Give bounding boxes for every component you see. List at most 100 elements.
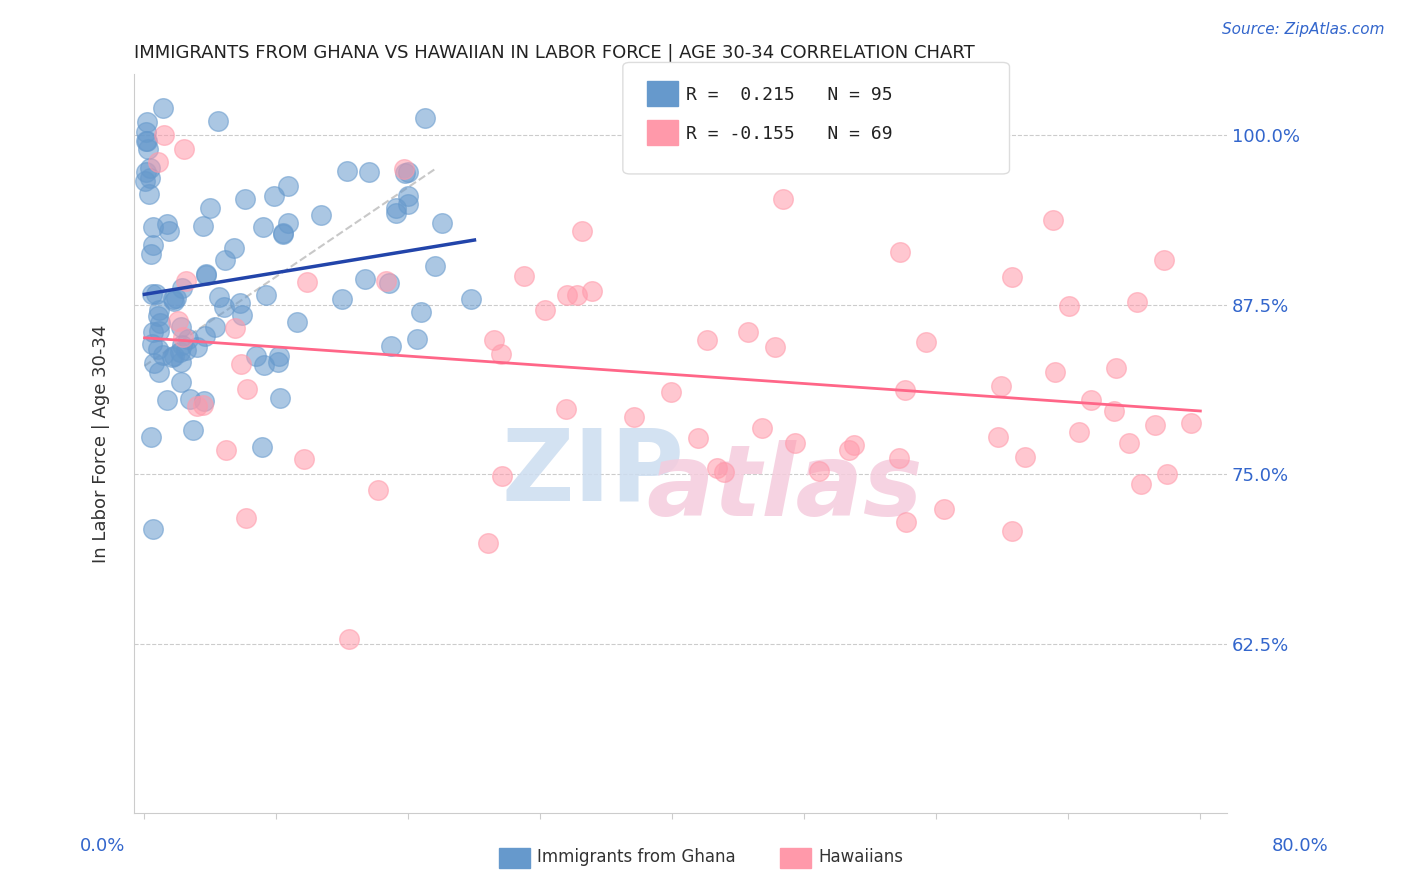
Text: atlas: atlas	[645, 440, 922, 537]
Point	[141, 237, 163, 252]
Point	[173, 142, 195, 156]
Point	[380, 339, 402, 353]
Point	[224, 321, 246, 335]
Point	[277, 179, 299, 194]
Point	[148, 342, 170, 356]
Point	[153, 128, 176, 143]
Point	[396, 165, 419, 179]
Point	[430, 216, 453, 230]
Y-axis label: In Labor Force | Age 30-34: In Labor Force | Age 30-34	[93, 325, 110, 563]
Point	[160, 351, 183, 365]
Point	[152, 348, 174, 362]
Point	[214, 252, 236, 267]
Point	[513, 268, 536, 283]
Point	[138, 187, 160, 202]
Point	[378, 276, 401, 290]
Point	[385, 201, 408, 215]
Point	[581, 284, 603, 298]
Text: 0.0%: 0.0%	[80, 837, 125, 855]
Point	[157, 224, 180, 238]
Text: R =  0.215   N = 95: R = 0.215 N = 95	[686, 86, 893, 103]
Point	[267, 355, 290, 369]
Point	[174, 343, 197, 357]
Point	[359, 165, 381, 179]
Point	[193, 399, 215, 413]
Point	[489, 346, 512, 360]
Point	[142, 355, 165, 369]
Point	[565, 287, 588, 301]
Point	[170, 281, 193, 295]
Point	[686, 431, 709, 445]
Point	[737, 325, 759, 339]
Point	[142, 325, 165, 339]
Point	[186, 399, 208, 413]
Point	[181, 423, 204, 437]
Point	[135, 115, 157, 129]
Point	[1080, 393, 1102, 408]
Point	[367, 483, 389, 497]
Point	[149, 316, 172, 330]
Point	[1001, 270, 1024, 285]
Point	[423, 259, 446, 273]
Point	[193, 393, 215, 408]
Point	[148, 302, 170, 317]
Point	[706, 461, 728, 475]
Point	[170, 355, 193, 369]
Point	[166, 314, 188, 328]
Point	[889, 450, 911, 465]
Point	[1057, 299, 1080, 313]
Point	[136, 142, 159, 156]
Point	[808, 464, 831, 478]
Point	[162, 292, 184, 306]
Point	[172, 330, 194, 344]
Point	[269, 391, 291, 405]
Point	[179, 392, 201, 407]
Point	[1001, 524, 1024, 538]
Point	[235, 192, 257, 206]
Point	[245, 350, 267, 364]
Point	[263, 188, 285, 202]
Point	[139, 170, 162, 185]
Point	[229, 357, 252, 371]
Point	[156, 393, 179, 408]
Point	[763, 340, 786, 354]
Point	[194, 268, 217, 282]
Point	[156, 217, 179, 231]
Text: Source: ZipAtlas.com: Source: ZipAtlas.com	[1222, 22, 1385, 37]
Point	[207, 114, 229, 128]
Point	[252, 220, 274, 235]
Point	[396, 188, 419, 202]
Point	[148, 365, 170, 379]
Point	[146, 310, 169, 324]
Point	[141, 247, 163, 261]
Point	[292, 452, 315, 467]
Point	[208, 290, 231, 304]
Text: 80.0%: 80.0%	[1272, 837, 1329, 855]
Point	[252, 440, 274, 454]
Point	[987, 430, 1010, 444]
Point	[295, 275, 318, 289]
Point	[228, 296, 250, 310]
Point	[1156, 467, 1178, 481]
Point	[838, 443, 860, 458]
Point	[194, 329, 217, 343]
Point	[169, 319, 191, 334]
Point	[142, 220, 165, 235]
Point	[894, 383, 917, 397]
Point	[413, 111, 436, 125]
Text: Hawaiians: Hawaiians	[818, 848, 903, 866]
Text: ZIP: ZIP	[502, 425, 685, 522]
Point	[491, 469, 513, 483]
Point	[534, 303, 557, 318]
Point	[212, 300, 235, 314]
Point	[1153, 253, 1175, 268]
Point	[135, 125, 157, 139]
Point	[194, 268, 217, 282]
Point	[134, 173, 156, 187]
Point	[785, 435, 807, 450]
Point	[170, 338, 193, 352]
Point	[374, 274, 396, 288]
Point	[555, 401, 578, 416]
Point	[169, 345, 191, 359]
Point	[772, 192, 794, 206]
